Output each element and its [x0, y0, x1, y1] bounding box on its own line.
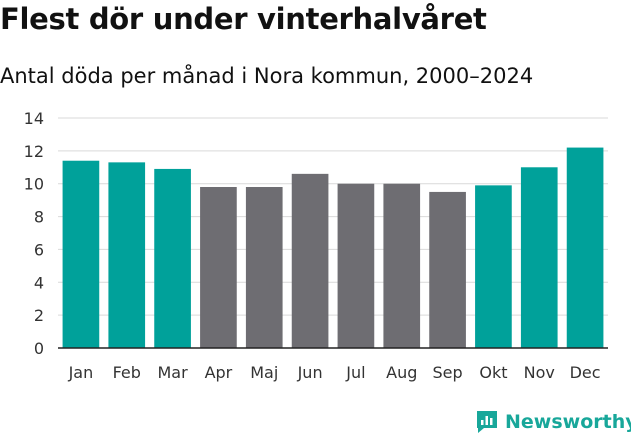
y-tick-label: 4 [34, 273, 44, 292]
x-axis-ticks: Jan Feb Mar Apr Maj Jun Jul Aug Sep Okt Nov Dec [68, 363, 601, 382]
logo-text: Newsworthy [505, 411, 631, 433]
x-tick-label: Jul [345, 363, 365, 382]
bar-jul [337, 183, 375, 348]
bar-apr [200, 187, 237, 348]
bar-nov [520, 167, 558, 348]
y-tick-label: 12 [24, 142, 44, 161]
y-tick-label: 8 [34, 208, 44, 227]
bar-jun [291, 173, 329, 348]
x-tick-label: Nov [524, 363, 555, 382]
x-tick-label: Maj [250, 363, 278, 382]
grid-lines [58, 117, 608, 316]
bar-okt [475, 185, 512, 348]
bar-mar [154, 168, 191, 348]
chart-subtitle: Antal döda per månad i Nora kommun, 2000… [0, 64, 534, 88]
y-tick-label: 0 [34, 339, 44, 358]
x-tick-label: Apr [205, 363, 233, 382]
y-tick-label: 10 [24, 175, 44, 194]
x-tick-label: Sep [433, 363, 463, 382]
x-tick-label: Mar [157, 363, 188, 382]
x-tick-label: Dec [570, 363, 601, 382]
bar-jan [62, 160, 100, 348]
bar-maj [245, 187, 283, 348]
speech-bubble-chart-icon [477, 411, 497, 433]
bar-sep [429, 191, 466, 348]
bars [62, 147, 604, 348]
newsworthy-logo: Newsworthy [475, 407, 631, 437]
x-tick-label: Okt [479, 363, 507, 382]
y-tick-label: 14 [24, 109, 44, 128]
bar-dec [566, 147, 604, 348]
x-tick-label: Jan [68, 363, 94, 382]
bar-feb [108, 162, 146, 348]
bar-aug [383, 183, 421, 348]
y-tick-label: 2 [34, 306, 44, 325]
y-tick-label: 6 [34, 240, 44, 259]
chart-title: Flest dör under vinterhalvåret [0, 2, 487, 36]
y-axis-ticks: 0 2 4 6 8 10 12 14 [24, 109, 44, 358]
x-tick-label: Feb [113, 363, 141, 382]
x-tick-label: Aug [386, 363, 417, 382]
x-tick-label: Jun [297, 363, 323, 382]
